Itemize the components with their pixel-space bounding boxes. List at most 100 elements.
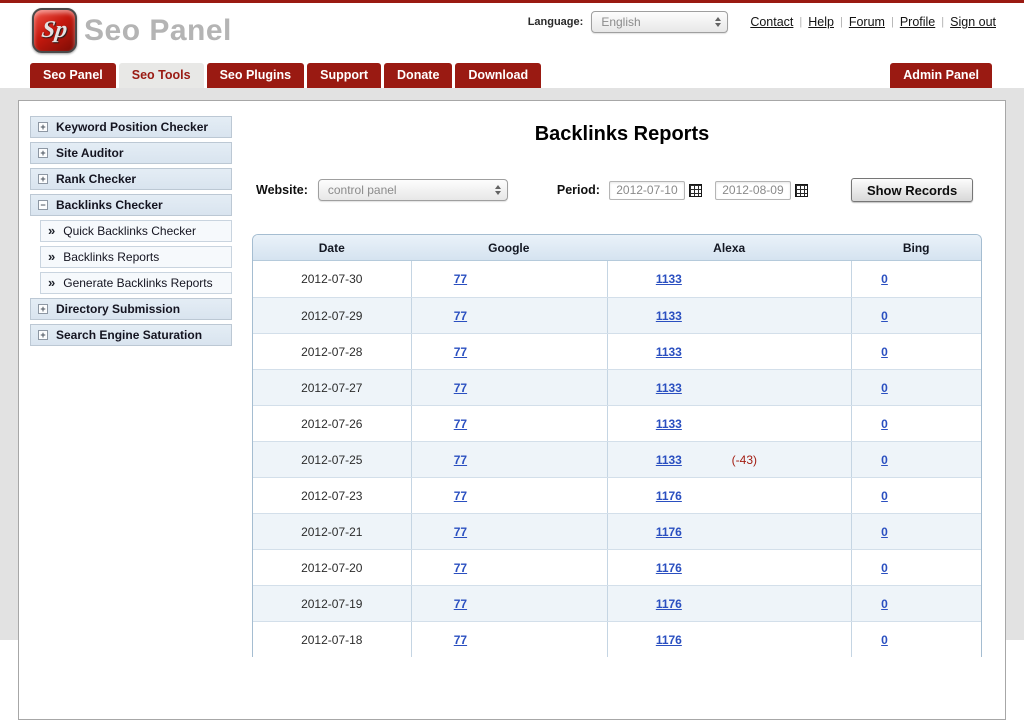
sidebar-item[interactable]: + Site Auditor bbox=[30, 142, 232, 164]
sidebar-item-label: Keyword Position Checker bbox=[56, 120, 209, 134]
nav-tab[interactable]: Seo Panel bbox=[30, 63, 116, 88]
bing-backlinks-link[interactable]: 0 bbox=[881, 596, 888, 611]
bing-backlinks-link[interactable]: 0 bbox=[881, 272, 888, 286]
top-link[interactable]: Forum bbox=[848, 15, 885, 29]
sidebar-item[interactable]: » Backlinks Reports bbox=[40, 246, 232, 268]
bing-cell: 0 bbox=[851, 550, 981, 585]
alexa-cell: 1176 bbox=[607, 550, 851, 585]
alexa-cell: 1133 bbox=[607, 298, 851, 333]
bing-cell: 0 bbox=[851, 298, 981, 333]
google-cell: 77 bbox=[410, 478, 607, 513]
google-backlinks-link[interactable]: 77 bbox=[453, 308, 468, 323]
sidebar-item[interactable]: − Backlinks Checker bbox=[30, 194, 232, 216]
nav-tab[interactable]: Donate bbox=[384, 63, 453, 88]
logo[interactable]: Sp Seo Panel bbox=[32, 8, 232, 53]
bing-backlinks-link[interactable]: 0 bbox=[881, 524, 888, 539]
logo-monogram: Sp bbox=[40, 17, 70, 43]
date-cell: 2012-07-25 bbox=[301, 452, 363, 467]
bing-backlinks-link[interactable]: 0 bbox=[881, 380, 888, 395]
top-link[interactable]: Sign out bbox=[950, 15, 996, 29]
alexa-backlinks-link[interactable]: 1133 bbox=[655, 452, 682, 467]
period-label: Period: bbox=[556, 183, 600, 197]
google-backlinks-link[interactable]: 77 bbox=[453, 380, 468, 395]
alexa-cell: 1176 bbox=[607, 478, 851, 513]
alexa-backlinks-link[interactable]: 1133 bbox=[655, 272, 682, 286]
sidebar-item-label: Quick Backlinks Checker bbox=[63, 224, 196, 238]
table-row: 2012-07-20 77 1176 0 bbox=[253, 549, 981, 585]
nav-tab[interactable]: Support bbox=[307, 63, 382, 88]
sidebar-item-label: Generate Backlinks Reports bbox=[63, 276, 213, 290]
google-backlinks-link[interactable]: 77 bbox=[453, 488, 468, 503]
show-records-button[interactable]: Show Records bbox=[850, 178, 974, 202]
sidebar-item[interactable]: + Rank Checker bbox=[30, 168, 232, 190]
website-select[interactable]: control panel bbox=[317, 179, 508, 201]
date-from-input[interactable]: 2012-07-10 bbox=[608, 180, 685, 200]
bing-backlinks-link[interactable]: 0 bbox=[881, 488, 888, 503]
content-panel: + Keyword Position Checker + Site Audito… bbox=[18, 100, 1006, 720]
bing-backlinks-link[interactable]: 0 bbox=[881, 344, 888, 359]
admin-panel-button[interactable]: Admin Panel bbox=[890, 63, 992, 88]
sidebar-item[interactable]: » Generate Backlinks Reports bbox=[40, 272, 232, 294]
alexa-backlinks-link[interactable]: 1176 bbox=[655, 560, 682, 575]
date-cell: 2012-07-27 bbox=[301, 380, 363, 395]
sidebar-item-label: Site Auditor bbox=[56, 146, 124, 160]
google-cell: 77 bbox=[410, 334, 607, 369]
table-row: 2012-07-27 77 1133 0 bbox=[253, 369, 981, 405]
google-backlinks-link[interactable]: 77 bbox=[453, 596, 468, 611]
top-link[interactable]: Contact bbox=[750, 15, 794, 29]
website-label: Website: bbox=[256, 183, 308, 197]
top-link[interactable]: Profile bbox=[899, 15, 936, 29]
nav-tab[interactable]: Seo Tools bbox=[118, 63, 204, 88]
bing-backlinks-link[interactable]: 0 bbox=[881, 560, 888, 575]
column-header-date: Date bbox=[318, 240, 345, 255]
bing-cell: 0 bbox=[851, 334, 981, 369]
sidebar-item[interactable]: + Search Engine Saturation bbox=[30, 324, 232, 346]
alexa-cell: 1176 bbox=[607, 514, 851, 549]
nav-tab[interactable]: Seo Plugins bbox=[206, 63, 305, 88]
calendar-icon[interactable] bbox=[688, 183, 702, 197]
google-backlinks-link[interactable]: 77 bbox=[453, 272, 468, 286]
select-spinner-icon bbox=[494, 185, 501, 195]
sidebar-item[interactable]: + Directory Submission bbox=[30, 298, 232, 320]
date-to-input[interactable]: 2012-08-09 bbox=[714, 180, 791, 200]
alexa-backlinks-link[interactable]: 1176 bbox=[655, 596, 682, 611]
google-backlinks-link[interactable]: 77 bbox=[453, 416, 468, 431]
table-row: 2012-07-25 77 1133 (-43) 0 bbox=[253, 441, 981, 477]
alexa-cell: 1133 bbox=[607, 261, 851, 297]
sidebar-item[interactable]: » Quick Backlinks Checker bbox=[40, 220, 232, 242]
backlinks-table: Date Google Alexa Bing 2012-07-30 77 bbox=[252, 234, 982, 657]
google-backlinks-link[interactable]: 77 bbox=[453, 524, 468, 539]
main-nav: Seo Panel Seo Tools Seo Plugins Support … bbox=[30, 63, 542, 88]
date-cell: 2012-07-23 bbox=[301, 488, 363, 503]
alexa-backlinks-link[interactable]: 1133 bbox=[655, 344, 682, 359]
sidebar-item-icon: + bbox=[38, 304, 48, 314]
sidebar-item-icon: + bbox=[38, 330, 48, 340]
table-row: 2012-07-30 77 1133 0 bbox=[253, 261, 981, 297]
sidebar-item-label: Directory Submission bbox=[56, 302, 181, 316]
alexa-backlinks-link[interactable]: 1133 bbox=[655, 308, 682, 323]
google-cell: 77 bbox=[410, 586, 607, 621]
alexa-backlinks-link[interactable]: 1133 bbox=[655, 416, 682, 431]
column-header-alexa: Alexa bbox=[713, 240, 746, 255]
bing-backlinks-link[interactable]: 0 bbox=[881, 308, 888, 323]
table-row: 2012-07-21 77 1176 0 bbox=[253, 513, 981, 549]
calendar-icon[interactable] bbox=[794, 183, 808, 197]
bing-cell: 0 bbox=[851, 442, 981, 477]
column-header-google: Google bbox=[488, 240, 530, 255]
bing-backlinks-link[interactable]: 0 bbox=[881, 452, 888, 467]
bing-cell: 0 bbox=[851, 370, 981, 405]
google-backlinks-link[interactable]: 77 bbox=[453, 452, 468, 467]
google-backlinks-link[interactable]: 77 bbox=[453, 560, 468, 575]
language-select[interactable]: English bbox=[591, 11, 729, 33]
alexa-backlinks-link[interactable]: 1133 bbox=[655, 380, 682, 395]
google-backlinks-link[interactable]: 77 bbox=[453, 344, 468, 359]
alexa-backlinks-link[interactable]: 1176 bbox=[655, 488, 682, 503]
nav-tab[interactable]: Download bbox=[455, 63, 542, 88]
bing-backlinks-link[interactable]: 0 bbox=[881, 416, 888, 431]
sidebar-item-icon: » bbox=[48, 223, 56, 238]
alexa-backlinks-link[interactable]: 1176 bbox=[655, 524, 682, 539]
top-link[interactable]: Help bbox=[808, 15, 834, 29]
sidebar-item[interactable]: + Keyword Position Checker bbox=[30, 116, 232, 138]
date-cell: 2012-07-29 bbox=[301, 308, 363, 323]
top-links: Contact Help Forum Profile Sign out bbox=[750, 15, 996, 29]
